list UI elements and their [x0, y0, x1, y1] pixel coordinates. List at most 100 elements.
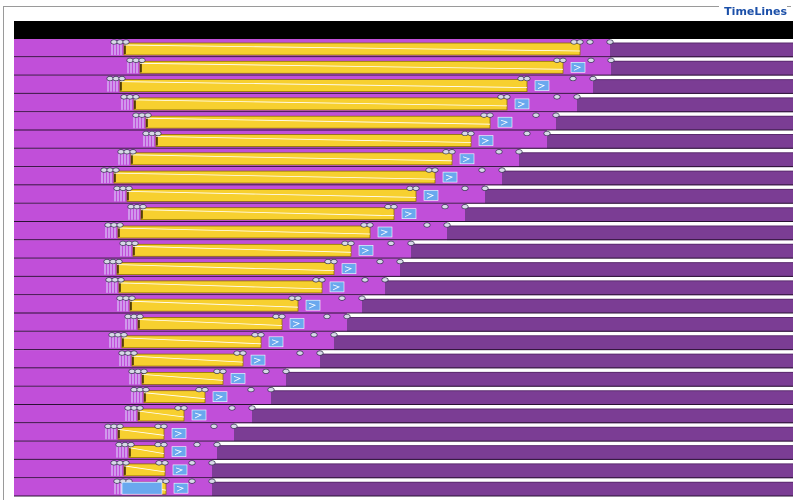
event-marker-icon	[112, 76, 120, 82]
message-line	[118, 282, 323, 290]
wait-state-box	[171, 446, 187, 457]
event-marker-icon	[248, 405, 256, 411]
event-marker-icon	[210, 423, 218, 429]
event-marker-icon	[195, 387, 203, 393]
event-marker-icon	[154, 442, 162, 448]
message-line	[131, 355, 244, 363]
timeline-chart[interactable]	[14, 21, 793, 500]
event-marker-icon	[139, 204, 147, 210]
event-marker-icon	[278, 313, 286, 320]
timeline-row-idle	[465, 207, 793, 222]
wait-state-box	[442, 171, 458, 183]
event-marker-icon	[130, 387, 138, 393]
event-marker-icon	[467, 130, 475, 137]
event-marker-icon	[423, 222, 431, 228]
wait-state-box	[305, 299, 321, 311]
event-marker-icon	[251, 332, 259, 338]
event-marker-icon	[100, 167, 108, 173]
event-marker-icon	[132, 94, 140, 100]
timeline-row-idle	[212, 463, 793, 479]
timeline-row-idle	[556, 116, 793, 131]
wait-state-icon	[500, 119, 509, 126]
timeline-row-idle	[252, 409, 793, 424]
event-marker-icon	[132, 112, 140, 118]
compute-state-bar	[123, 463, 166, 477]
compute-state-bar	[155, 134, 472, 147]
message-line	[145, 117, 491, 125]
message-line	[123, 465, 166, 473]
wait-state-box	[268, 336, 284, 348]
event-marker-icon	[461, 185, 469, 191]
timeline-canvas[interactable]	[14, 21, 793, 500]
event-marker-icon	[272, 313, 280, 320]
message-line	[117, 428, 165, 436]
event-marker-icon	[442, 149, 450, 155]
compute-state-bar	[117, 426, 165, 440]
event-marker-icon	[606, 39, 614, 45]
message-line	[116, 264, 335, 271]
timeline-row-idle	[411, 244, 793, 259]
timeline-row-idle	[362, 299, 793, 314]
event-marker-icon	[495, 149, 503, 155]
event-marker-icon	[136, 313, 144, 320]
event-marker-icon	[113, 478, 121, 484]
event-marker-icon	[481, 185, 489, 191]
wait-state-box	[173, 482, 189, 494]
wait-state-box	[377, 226, 393, 238]
event-marker-icon	[543, 130, 551, 137]
timeline-row-idle	[320, 354, 793, 369]
event-marker-icon	[407, 240, 415, 246]
message-line	[137, 410, 185, 418]
timeline-row-idle	[485, 189, 793, 204]
event-marker-icon	[110, 423, 118, 429]
event-marker-icon	[111, 277, 119, 283]
wait-state-box	[459, 153, 475, 165]
event-marker-icon	[324, 259, 332, 265]
compute-state-bar	[121, 335, 262, 349]
event-marker-icon	[124, 350, 132, 356]
event-marker-icon	[310, 332, 318, 338]
event-marker-icon	[517, 76, 525, 82]
compute-state-bar	[116, 262, 335, 276]
event-marker-icon	[114, 332, 122, 338]
event-marker-icon	[607, 57, 615, 63]
timeline-row-idle	[271, 390, 793, 405]
timeline-row-idle	[234, 427, 793, 442]
event-marker-icon	[120, 94, 128, 100]
event-marker-icon	[116, 423, 124, 429]
event-marker-icon	[128, 368, 136, 374]
wait-state-box	[358, 245, 374, 256]
panel-title: TimeLines	[719, 6, 787, 18]
wait-state-icon	[253, 357, 262, 364]
event-marker-icon	[126, 57, 134, 63]
event-marker-icon	[247, 387, 255, 393]
event-marker-icon	[124, 313, 132, 320]
event-marker-icon	[288, 295, 296, 301]
wait-state-box	[191, 409, 207, 421]
wait-state-icon	[174, 449, 183, 455]
wait-state-icon	[481, 138, 490, 144]
message-line	[117, 227, 371, 235]
event-marker-icon	[122, 460, 130, 466]
wait-state-box	[230, 373, 246, 384]
message-line	[141, 374, 224, 381]
event-marker-icon	[318, 277, 326, 283]
event-marker-icon	[559, 57, 567, 63]
wait-state-icon	[462, 156, 471, 163]
event-marker-icon	[128, 295, 136, 301]
event-marker-icon	[441, 204, 449, 210]
compute-state-bar	[131, 353, 244, 367]
message-line	[132, 245, 352, 253]
event-marker-icon	[461, 204, 469, 210]
wait-state-icon	[344, 266, 353, 272]
wait-state-box	[121, 481, 163, 495]
event-marker-icon	[387, 240, 395, 246]
event-marker-icon	[125, 240, 133, 246]
event-marker-icon	[142, 130, 150, 137]
event-marker-icon	[130, 405, 138, 411]
wait-state-box	[570, 61, 586, 73]
compute-state-bar	[113, 170, 436, 184]
event-marker-icon	[343, 313, 351, 320]
event-marker-icon	[127, 204, 135, 210]
timeline-row-idle	[610, 43, 793, 58]
